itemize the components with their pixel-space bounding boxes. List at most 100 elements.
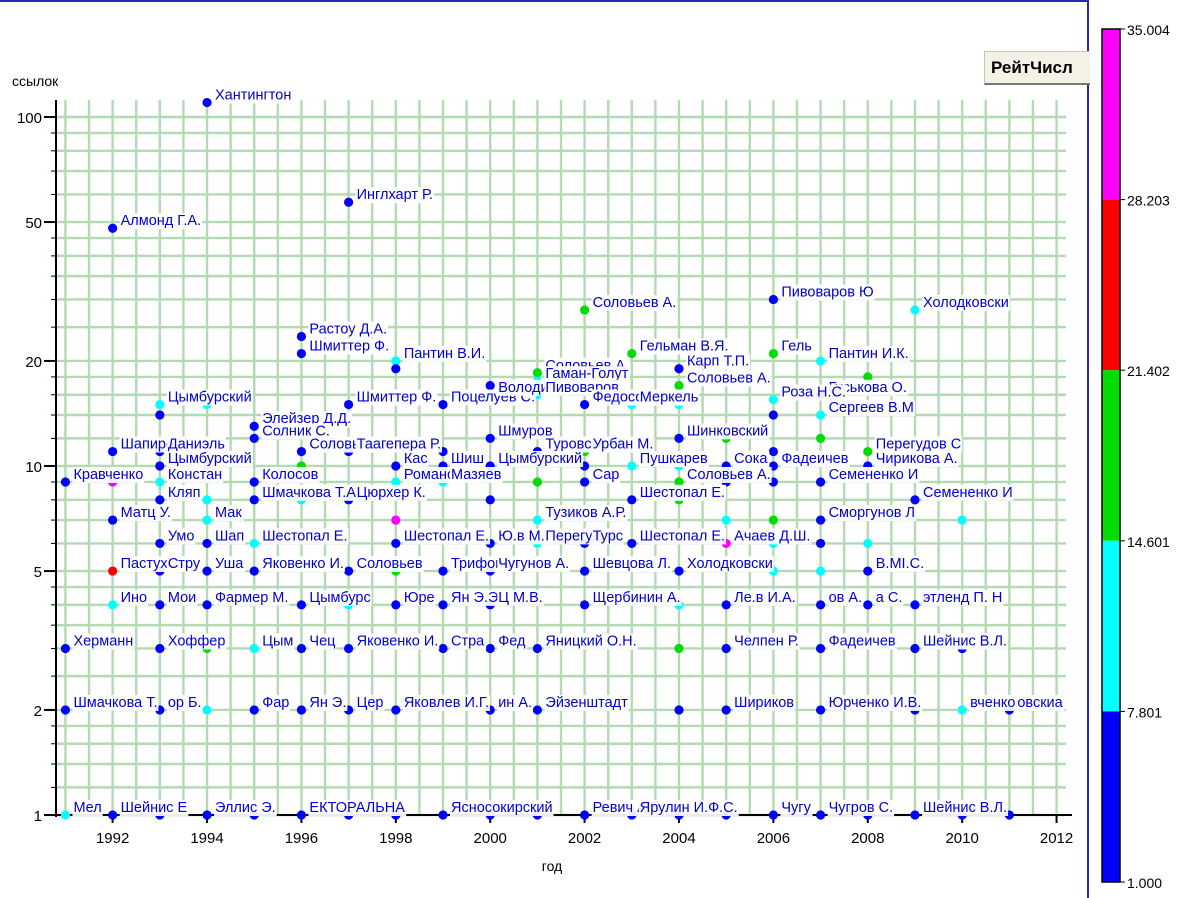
data-point[interactable] (815, 515, 826, 525)
data-point[interactable] (202, 566, 212, 576)
data-point[interactable] (60, 810, 71, 820)
data-point[interactable] (155, 399, 165, 410)
data-point[interactable] (532, 477, 543, 487)
data-point[interactable] (391, 538, 401, 549)
data-point[interactable] (910, 600, 920, 610)
data-point[interactable] (249, 566, 259, 576)
data-point[interactable] (344, 399, 354, 410)
data-point[interactable] (815, 810, 826, 820)
data-point[interactable] (768, 515, 778, 525)
data-point[interactable] (674, 566, 684, 576)
data-point[interactable] (957, 705, 967, 715)
data-point[interactable] (202, 705, 212, 715)
data-point[interactable] (344, 566, 354, 576)
data-point[interactable] (674, 477, 684, 487)
data-point[interactable] (863, 600, 873, 610)
data-point[interactable] (438, 643, 448, 654)
data-point[interactable] (957, 515, 967, 525)
data-point[interactable] (815, 600, 826, 610)
data-point[interactable] (815, 566, 826, 576)
data-point[interactable] (815, 433, 826, 443)
data-point[interactable] (108, 223, 118, 233)
data-point[interactable] (485, 643, 495, 654)
data-point[interactable] (296, 705, 307, 715)
data-point[interactable] (910, 643, 920, 654)
data-point[interactable] (108, 515, 118, 525)
data-point[interactable] (60, 705, 71, 715)
data-point[interactable] (768, 810, 778, 820)
data-point[interactable] (627, 348, 637, 359)
data-point[interactable] (815, 643, 826, 654)
data-point[interactable] (532, 515, 543, 525)
data-point[interactable] (296, 446, 307, 457)
data-point[interactable] (60, 643, 71, 654)
data-point[interactable] (249, 477, 259, 487)
data-point[interactable] (155, 410, 165, 420)
data-point[interactable] (815, 705, 826, 715)
data-point[interactable] (863, 538, 873, 549)
data-point[interactable] (910, 810, 920, 820)
data-point[interactable] (202, 600, 212, 610)
data-point[interactable] (485, 495, 495, 505)
data-point[interactable] (108, 446, 118, 457)
data-point[interactable] (344, 197, 354, 207)
data-point[interactable] (627, 461, 637, 471)
data-point[interactable] (155, 643, 165, 654)
data-point[interactable] (202, 515, 212, 525)
data-point[interactable] (721, 643, 731, 654)
data-point[interactable] (863, 566, 873, 576)
data-point[interactable] (485, 433, 495, 443)
data-point[interactable] (532, 643, 543, 654)
data-point[interactable] (155, 477, 165, 487)
data-point[interactable] (296, 643, 307, 654)
data-point[interactable] (674, 364, 684, 374)
data-point[interactable] (910, 495, 920, 505)
data-point[interactable] (391, 477, 401, 487)
data-point[interactable] (674, 380, 684, 391)
data-point[interactable] (155, 461, 165, 471)
data-point[interactable] (674, 643, 684, 654)
data-point[interactable] (296, 600, 307, 610)
data-point[interactable] (579, 305, 590, 315)
data-point[interactable] (627, 538, 637, 549)
data-point[interactable] (155, 600, 165, 610)
data-point[interactable] (721, 515, 731, 525)
data-point[interactable] (202, 97, 212, 108)
data-point[interactable] (532, 368, 543, 378)
data-point[interactable] (815, 477, 826, 487)
data-point[interactable] (438, 399, 448, 410)
data-point[interactable] (438, 600, 448, 610)
data-point[interactable] (249, 421, 259, 431)
data-point[interactable] (579, 566, 590, 576)
scatter-chart[interactable]: 1 2 5 10 20 50 100 1992 1994 1996 1998 2000 2002 2004… (0, 0, 1090, 898)
data-point[interactable] (579, 810, 590, 820)
data-point[interactable] (579, 600, 590, 610)
data-point[interactable] (721, 600, 731, 610)
data-point[interactable] (391, 515, 401, 525)
data-point[interactable] (579, 399, 590, 410)
data-point[interactable] (910, 305, 920, 315)
data-point[interactable] (815, 538, 826, 549)
data-point[interactable] (674, 433, 684, 443)
data-point[interactable] (768, 446, 778, 457)
data-point[interactable] (108, 810, 118, 820)
data-point[interactable] (249, 643, 259, 654)
data-point[interactable] (391, 600, 401, 610)
data-point[interactable] (863, 446, 873, 457)
data-point[interactable] (391, 356, 401, 366)
data-point[interactable] (296, 331, 307, 342)
data-point[interactable] (863, 372, 873, 382)
data-point[interactable] (202, 495, 212, 505)
plot-area[interactable]: 1 2 5 10 20 50 100 1992 1994 1996 1998 2000 2002 2004… (0, 0, 1090, 898)
data-point[interactable] (721, 705, 731, 715)
data-point[interactable] (249, 705, 259, 715)
data-point[interactable] (391, 364, 401, 374)
data-point[interactable] (438, 810, 448, 820)
data-point[interactable] (579, 477, 590, 487)
data-point[interactable] (249, 495, 259, 505)
data-point[interactable] (296, 810, 307, 820)
data-point[interactable] (249, 433, 259, 443)
data-point[interactable] (768, 394, 778, 405)
data-point[interactable] (485, 380, 495, 391)
data-point[interactable] (202, 538, 212, 549)
